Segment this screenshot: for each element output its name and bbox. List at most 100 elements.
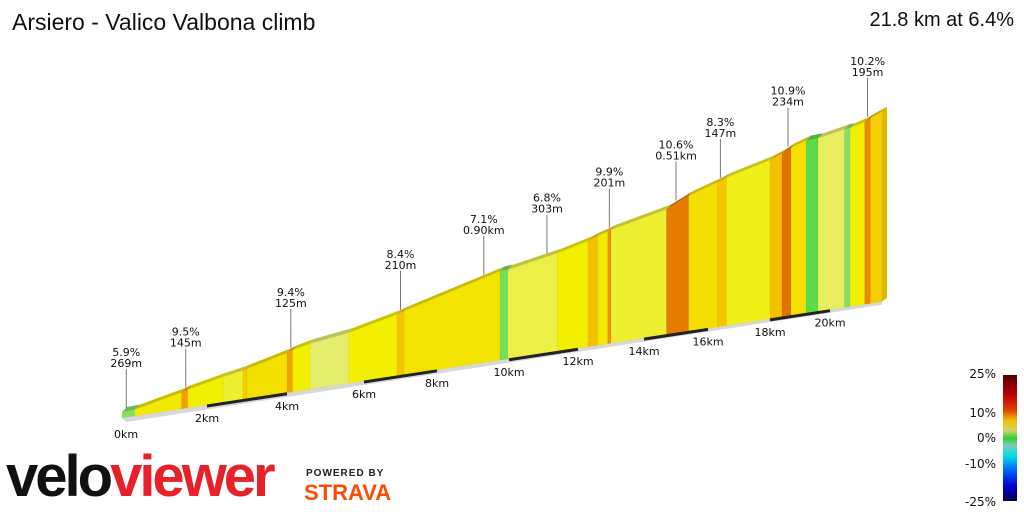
x-tick-label: 10km <box>493 366 524 379</box>
x-tick-label: 12km <box>562 355 593 368</box>
segment-top-surface <box>243 363 252 371</box>
annotation-grade: 7.1% <box>470 213 498 226</box>
gradient-segment <box>817 128 845 312</box>
distance-marker-bar <box>206 392 288 408</box>
x-tick-label: 4km <box>275 400 299 413</box>
segment-top-surface <box>844 123 856 130</box>
annotation-grade: 9.5% <box>172 326 200 339</box>
distance-marker-bar <box>769 309 831 322</box>
gradient-segment <box>286 349 294 394</box>
legend-label: 25% <box>969 367 996 381</box>
annotation-length: 147m <box>705 127 737 140</box>
annotation-grade: 10.9% <box>771 85 806 98</box>
segment-top-surface <box>864 112 876 122</box>
segment-top-surface <box>791 135 811 148</box>
gradient-segment <box>781 147 792 318</box>
annotation-length: 0.90km <box>463 224 505 237</box>
annotation-grade: 8.3% <box>706 116 734 129</box>
segment-top-surface <box>223 365 248 378</box>
annotation-length: 210m <box>385 259 417 272</box>
segment-top-surface <box>247 347 292 369</box>
segment-top-surface <box>187 372 228 390</box>
legend-label: -10% <box>964 457 996 471</box>
segment-top-surface <box>500 264 513 272</box>
gradient-segment <box>666 195 690 336</box>
gradient-segment <box>587 235 599 348</box>
annotation-grade: 6.8% <box>533 192 561 205</box>
powered-by-label: POWERED BY <box>306 468 385 479</box>
gradient-segment <box>292 343 311 393</box>
gradient-segment <box>507 252 558 360</box>
gradient-segment <box>790 139 807 316</box>
veloviewer-logo[interactable]: veloviewer <box>6 448 276 506</box>
annotation-grade: 10.6% <box>659 139 694 152</box>
page-title: Arsiero - Valico Valbona climb <box>12 9 316 35</box>
segment-top-surface <box>181 384 193 393</box>
segment-top-surface <box>611 204 672 230</box>
x-tick-label: 2km <box>195 412 219 425</box>
segment-top-surface <box>870 106 887 118</box>
gradient-segment <box>181 389 189 410</box>
gradient-segment <box>726 159 771 326</box>
segment-top-surface <box>717 172 732 183</box>
segment-top-surface <box>607 224 616 232</box>
logo-text: velo <box>6 444 113 509</box>
segment-top-surface <box>666 190 694 210</box>
x-tick-label: 8km <box>425 377 449 390</box>
segment-top-surface <box>122 404 140 412</box>
gradient-segment <box>396 310 405 377</box>
gradient-segment <box>348 314 398 384</box>
x-tick-label: 16km <box>692 335 723 348</box>
gradient-segment <box>242 368 248 400</box>
gradient-segment <box>499 269 509 361</box>
segment-top-surface <box>292 338 316 350</box>
segment-top-surface <box>587 230 603 241</box>
gradient-segment <box>556 240 589 352</box>
annotation-length: 195m <box>852 66 884 79</box>
distance-marker-bar <box>643 327 709 341</box>
x-tick-label: 6km <box>352 388 376 401</box>
annotation-length: 0.51km <box>655 150 697 163</box>
annotation-length: 269m <box>110 357 142 370</box>
segment-top-surface <box>310 327 354 344</box>
legend-label: -25% <box>964 495 996 509</box>
gradient-segment <box>597 231 609 346</box>
annotation-grade: 5.9% <box>112 346 140 359</box>
x-tick-label: 0km <box>114 428 138 441</box>
strava-logo[interactable]: STRAVA <box>304 480 392 505</box>
gradient-segment <box>769 153 783 320</box>
segment-top-surface <box>782 142 796 154</box>
gradient-segment <box>805 137 819 314</box>
segment-top-surface <box>348 309 402 333</box>
x-tick-label: 14km <box>628 345 659 358</box>
segment-top-surface <box>557 235 593 254</box>
segment-top-surface <box>404 266 505 312</box>
segment-top-surface <box>287 344 298 353</box>
annotation-length: 201m <box>593 177 625 190</box>
gradient-segment <box>403 270 501 376</box>
segment-top-surface <box>688 177 723 196</box>
annotation-grade: 9.9% <box>595 166 623 179</box>
gradient-segment <box>870 111 883 304</box>
annotation-grade: 9.4% <box>277 286 305 299</box>
segment-top-surface <box>134 387 187 410</box>
distance-marker-bar <box>508 347 579 362</box>
segment-top-surface <box>507 248 563 270</box>
annotation-length: 303m <box>531 203 563 216</box>
segment-top-surface <box>396 306 410 315</box>
x-tick-label: 18km <box>754 326 785 339</box>
segment-top-surface <box>726 155 775 178</box>
segment-top-surface <box>770 148 787 161</box>
annotation-length: 125m <box>275 297 307 310</box>
segment-top-surface <box>597 226 613 236</box>
annotation-length: 145m <box>170 337 202 350</box>
segment-top-surface <box>818 124 850 139</box>
gradient-segment <box>688 181 718 332</box>
x-tick-label: 20km <box>814 317 845 330</box>
gradient-legend-bar <box>1003 375 1017 501</box>
segment-top-surface <box>850 116 870 129</box>
gradient-segment <box>864 117 871 305</box>
distance-marker-bar <box>363 369 438 384</box>
climb-summary: 21.8 km at 6.4% <box>869 9 1014 31</box>
